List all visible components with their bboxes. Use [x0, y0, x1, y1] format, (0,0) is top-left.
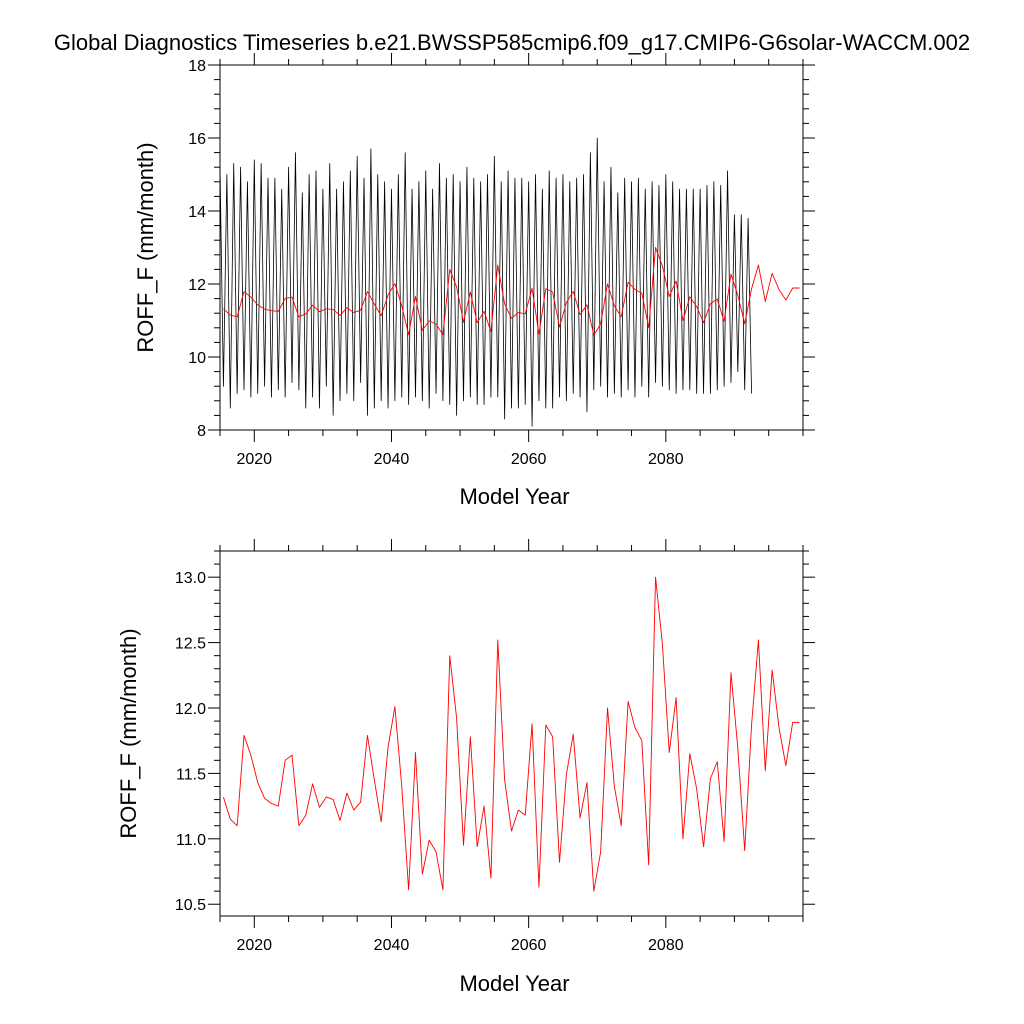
y-axis-label: ROFF_F (mm/month) [116, 628, 141, 838]
x-tick-label: 2020 [236, 451, 272, 468]
bottom-panel: 2020 2040 2060 2080 10.5 11.0 11.5 12.0 12.5 13.0… [116, 539, 815, 996]
plot-frame [219, 550, 804, 917]
y-tick-label: 18 [188, 58, 206, 75]
x-tick-label: 2020 [236, 937, 272, 954]
y-axis-label: ROFF_F (mm/month) [133, 142, 158, 352]
y-tick-label: 13.0 [175, 570, 206, 587]
chart-title: Global Diagnostics Timeseries b.e21.BWSS… [54, 30, 970, 55]
y-tick-label: 14 [188, 204, 206, 221]
series-line-annual [223, 247, 800, 336]
top-panel: 2020 2040 2060 2080 8 10 12 14 16 18 Model Year ROF… [133, 53, 815, 509]
x-tick-label: 2060 [511, 937, 547, 954]
series-line-monthly [219, 137, 752, 427]
x-axis-label: Model Year [459, 484, 569, 509]
y-tick-label: 10 [188, 350, 206, 367]
x-tick-label: 2080 [648, 937, 684, 954]
y-tick-label: 16 [188, 131, 206, 148]
x-tick-label: 2060 [511, 451, 547, 468]
y-tick-label: 8 [197, 423, 206, 440]
plot-frame [219, 64, 804, 431]
x-axis-label: Model Year [459, 971, 569, 996]
y-tick-label: 10.5 [175, 897, 206, 914]
x-tick-label: 2040 [374, 937, 410, 954]
series-line-annual [222, 576, 800, 892]
y-tick-label: 12 [188, 277, 206, 294]
y-tick-label: 11.5 [176, 766, 206, 783]
x-tick-label: 2040 [374, 451, 410, 468]
y-tick-label: 12.0 [175, 701, 206, 718]
y-tick-label: 12.5 [175, 636, 206, 653]
x-tick-label: 2080 [648, 451, 684, 468]
y-tick-label: 11.0 [176, 832, 206, 849]
